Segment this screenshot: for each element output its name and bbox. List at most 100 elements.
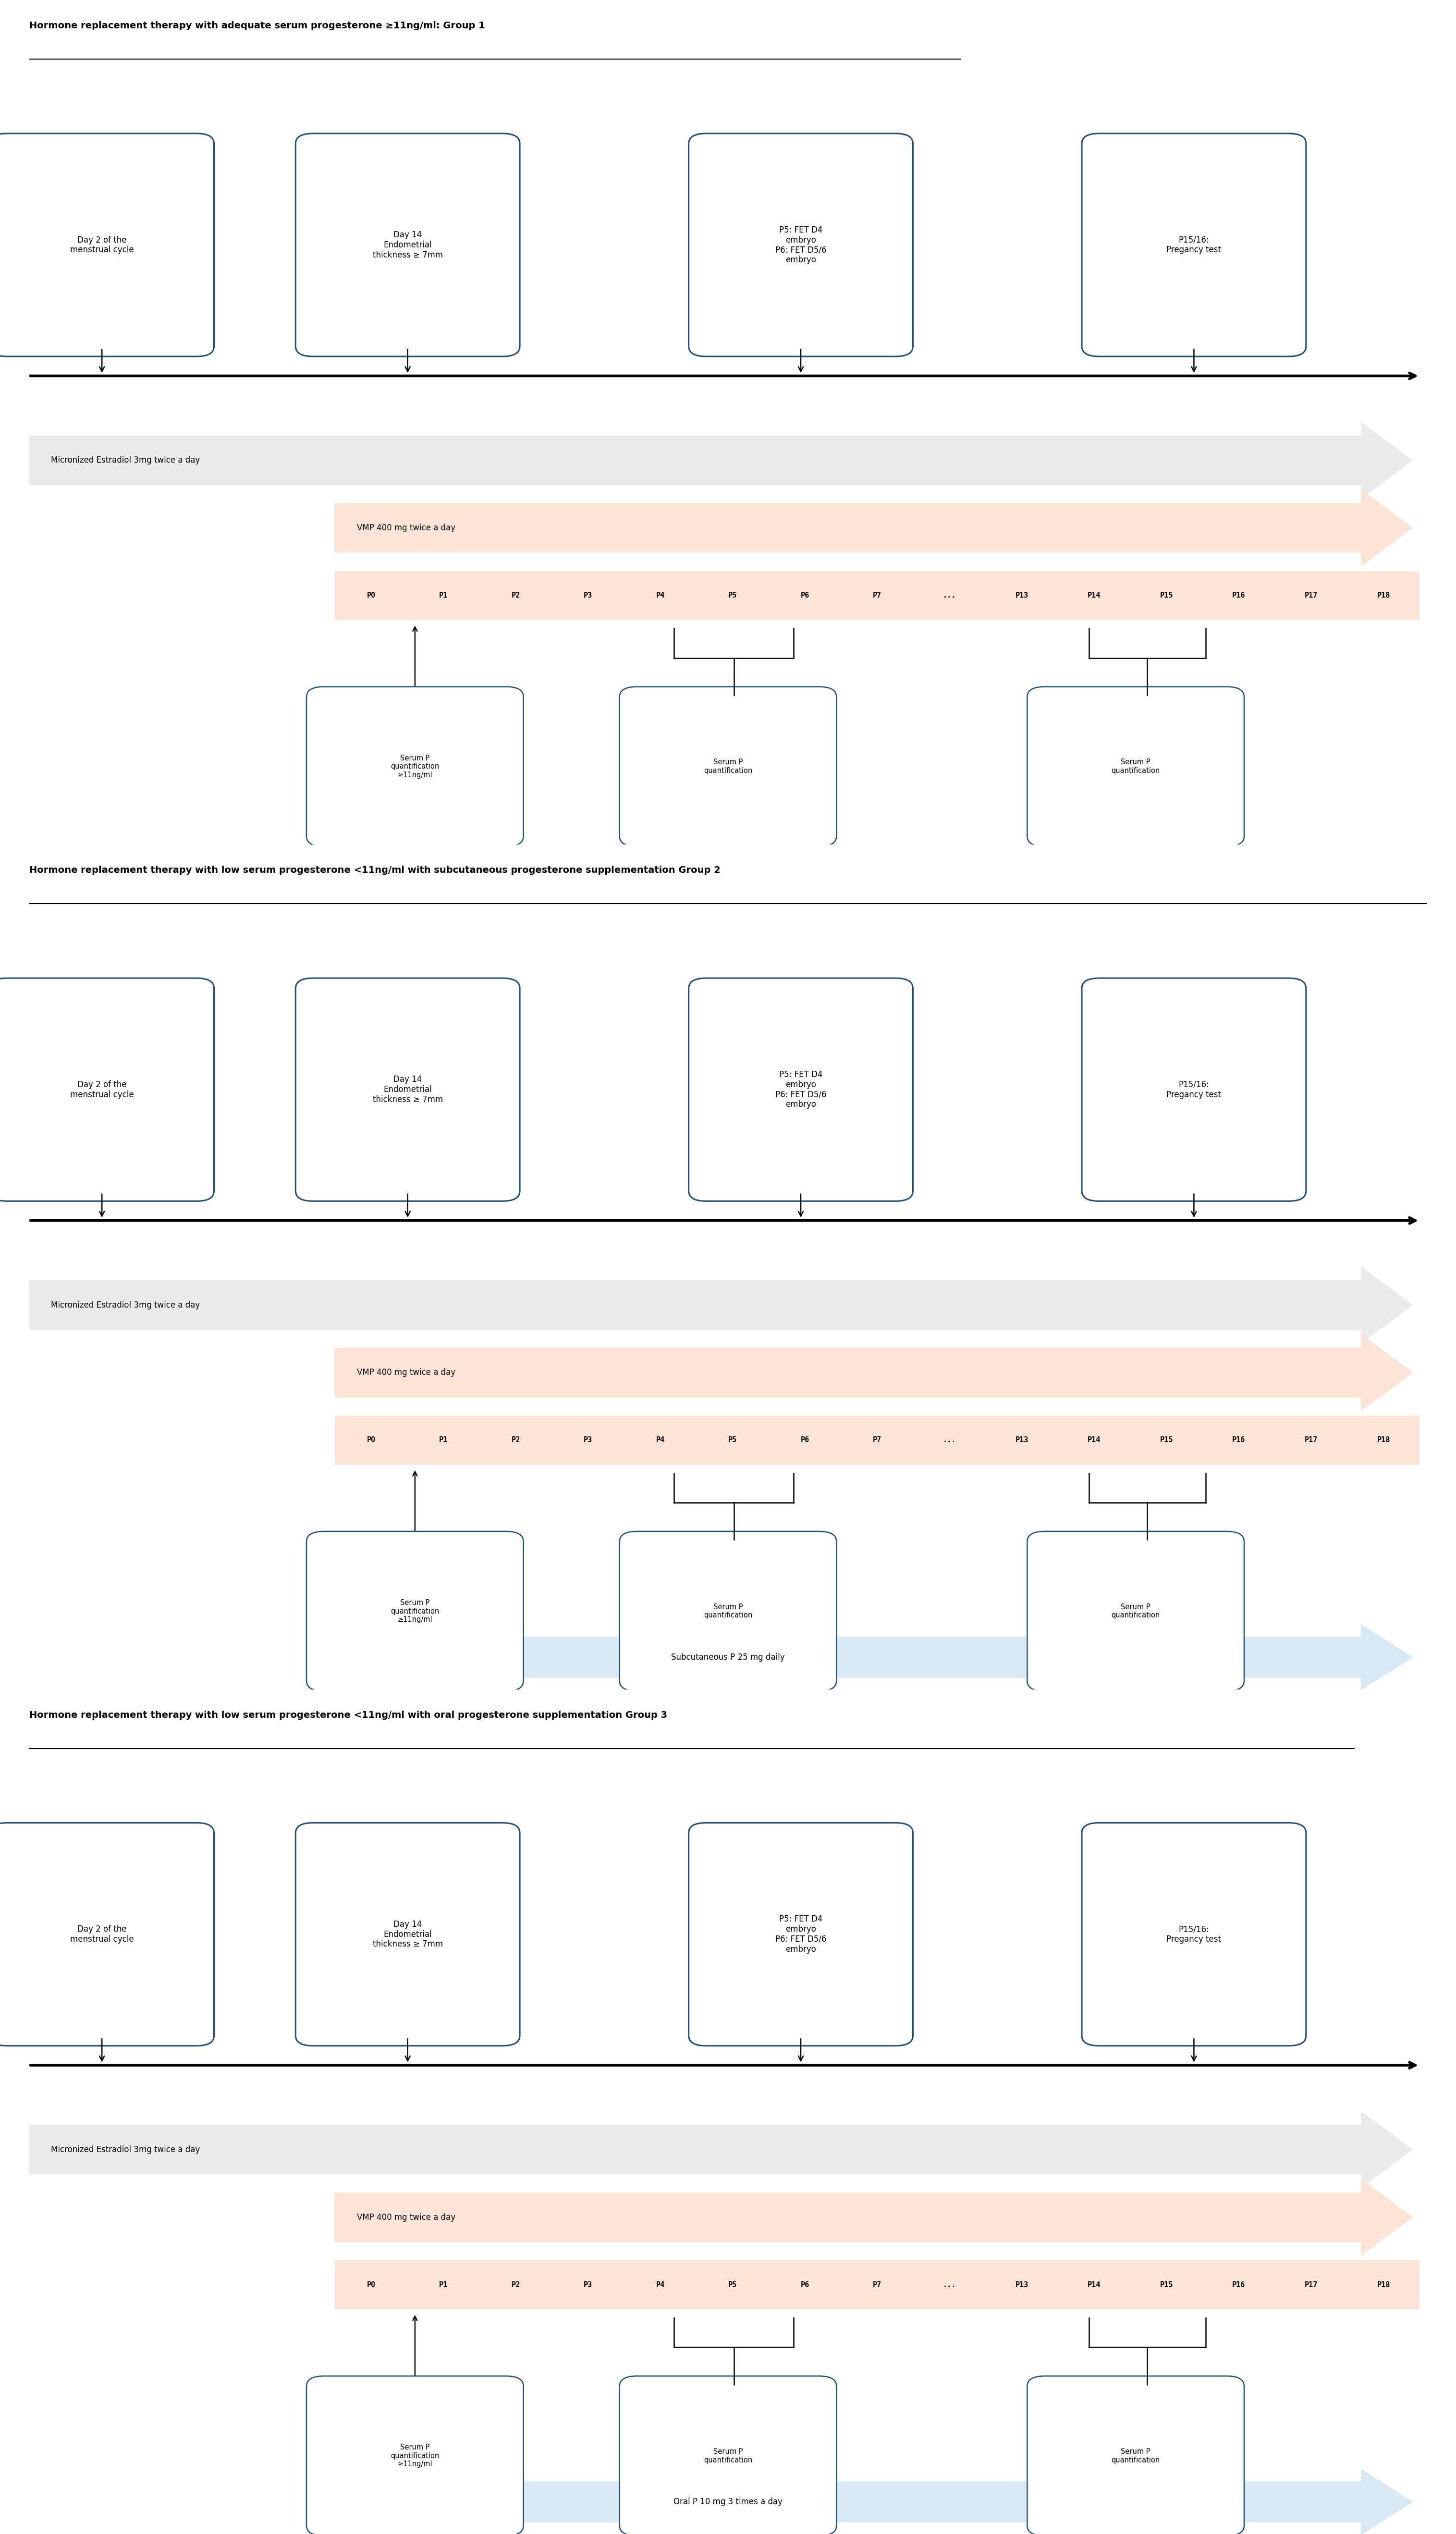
FancyBboxPatch shape [0,134,214,357]
Text: Oral P 10 mg 3 times a day: Oral P 10 mg 3 times a day [674,2499,782,2506]
FancyBboxPatch shape [689,134,913,357]
Text: P15/16:
Pregancy test: P15/16: Pregancy test [1166,1926,1222,1944]
FancyBboxPatch shape [296,1822,520,2045]
Text: P7: P7 [872,2281,882,2288]
Text: Serum P
quantification
≥11ng/ml: Serum P quantification ≥11ng/ml [390,1599,440,1624]
FancyBboxPatch shape [1028,2377,1243,2534]
Text: P14: P14 [1088,2281,1101,2288]
Text: Serum P
quantification: Serum P quantification [703,1604,753,1619]
Text: P13: P13 [1015,2281,1028,2288]
Text: VMP 400 mg twice a day: VMP 400 mg twice a day [357,525,456,532]
Text: P4: P4 [655,593,665,598]
Text: P14: P14 [1088,1437,1101,1444]
FancyBboxPatch shape [1028,1531,1243,1690]
FancyBboxPatch shape [1082,1822,1306,2045]
Text: P18: P18 [1377,593,1390,598]
Text: P16: P16 [1232,1437,1245,1444]
Text: Serum P
quantification: Serum P quantification [703,758,753,775]
Text: P2: P2 [511,1437,520,1444]
Text: P15: P15 [1160,593,1174,598]
FancyArrow shape [335,489,1412,565]
FancyArrow shape [335,2179,1412,2255]
FancyBboxPatch shape [306,687,523,846]
Text: P17: P17 [1305,2281,1318,2288]
Text: ...: ... [943,593,957,598]
Text: P17: P17 [1305,593,1318,598]
FancyArrow shape [335,1335,1412,1411]
Text: P3: P3 [584,593,593,598]
FancyBboxPatch shape [0,978,214,1201]
Text: P4: P4 [655,2281,665,2288]
FancyBboxPatch shape [1082,134,1306,357]
Text: Serum P
quantification
≥11ng/ml: Serum P quantification ≥11ng/ml [390,755,440,778]
Text: P0: P0 [367,2281,376,2288]
Text: P16: P16 [1232,593,1245,598]
FancyBboxPatch shape [296,134,520,357]
Text: P15/16:
Pregancy test: P15/16: Pregancy test [1166,236,1222,253]
Bar [335,2260,1420,2308]
Text: P5: P5 [728,2281,737,2288]
Text: VMP 400 mg twice a day: VMP 400 mg twice a day [357,2212,456,2222]
FancyBboxPatch shape [1028,687,1243,846]
FancyArrow shape [29,1267,1412,1343]
FancyBboxPatch shape [306,2377,523,2534]
Text: P5: FET D4
embryo
P6: FET D5/6
embryo: P5: FET D4 embryo P6: FET D5/6 embryo [775,1916,827,1954]
Text: Hormone replacement therapy with adequate serum progesterone ≥11ng/ml: Group 1: Hormone replacement therapy with adequat… [29,20,485,30]
FancyArrow shape [335,1624,1412,1690]
Text: P5: P5 [728,593,737,598]
FancyBboxPatch shape [620,2377,836,2534]
Text: P5: FET D4
embryo
P6: FET D5/6
embryo: P5: FET D4 embryo P6: FET D5/6 embryo [775,226,827,264]
Text: P1: P1 [438,1437,448,1444]
FancyBboxPatch shape [620,1531,836,1690]
Text: VMP 400 mg twice a day: VMP 400 mg twice a day [357,1368,456,1376]
Text: Serum P
quantification: Serum P quantification [1111,2448,1160,2463]
FancyArrow shape [29,423,1412,499]
Text: P5: FET D4
embryo
P6: FET D5/6
embryo: P5: FET D4 embryo P6: FET D5/6 embryo [775,1069,827,1110]
Text: Hormone replacement therapy with low serum progesterone <11ng/ml with subcutaneo: Hormone replacement therapy with low ser… [29,867,721,874]
Text: Day 2 of the
menstrual cycle: Day 2 of the menstrual cycle [70,236,134,253]
Text: P15/16:
Pregancy test: P15/16: Pregancy test [1166,1079,1222,1100]
Text: Serum P
quantification: Serum P quantification [703,2448,753,2463]
Text: P0: P0 [367,1437,376,1444]
Text: Day 14
Endometrial
thickness ≥ 7mm: Day 14 Endometrial thickness ≥ 7mm [373,1074,443,1105]
Text: P3: P3 [584,2281,593,2288]
Text: P7: P7 [872,593,882,598]
FancyBboxPatch shape [296,978,520,1201]
Text: P0: P0 [367,593,376,598]
Bar [335,1417,1420,1465]
FancyArrow shape [29,2111,1412,2187]
FancyBboxPatch shape [689,1822,913,2045]
Text: Micronized Estradiol 3mg twice a day: Micronized Estradiol 3mg twice a day [51,456,199,464]
Text: P13: P13 [1015,593,1028,598]
Text: P3: P3 [584,1437,593,1444]
Text: Micronized Estradiol 3mg twice a day: Micronized Estradiol 3mg twice a day [51,2146,199,2154]
Text: P13: P13 [1015,1437,1028,1444]
FancyArrow shape [335,2471,1412,2534]
Text: P18: P18 [1377,2281,1390,2288]
Text: P1: P1 [438,2281,448,2288]
Text: P1: P1 [438,593,448,598]
Text: Serum P
quantification: Serum P quantification [1111,1604,1160,1619]
Text: Micronized Estradiol 3mg twice a day: Micronized Estradiol 3mg twice a day [51,1300,199,1310]
FancyBboxPatch shape [620,687,836,846]
Text: Serum P
quantification: Serum P quantification [1111,758,1160,775]
FancyBboxPatch shape [1082,978,1306,1201]
FancyBboxPatch shape [0,1822,214,2045]
Text: Serum P
quantification
≥11ng/ml: Serum P quantification ≥11ng/ml [390,2443,440,2468]
Text: P15: P15 [1160,1437,1174,1444]
Text: P6: P6 [801,2281,810,2288]
Text: Day 2 of the
menstrual cycle: Day 2 of the menstrual cycle [70,1079,134,1100]
FancyBboxPatch shape [306,1531,523,1690]
Text: P6: P6 [801,593,810,598]
Text: Hormone replacement therapy with low serum progesterone <11ng/ml with oral proge: Hormone replacement therapy with low ser… [29,1710,667,1721]
Text: P15: P15 [1160,2281,1174,2288]
Text: ...: ... [943,1437,957,1444]
Text: Day 14
Endometrial
thickness ≥ 7mm: Day 14 Endometrial thickness ≥ 7mm [373,231,443,258]
Text: P7: P7 [872,1437,882,1444]
Text: Day 2 of the
menstrual cycle: Day 2 of the menstrual cycle [70,1926,134,1944]
Text: P2: P2 [511,593,520,598]
Text: P14: P14 [1088,593,1101,598]
Bar [335,570,1420,621]
Text: P16: P16 [1232,2281,1245,2288]
Text: P2: P2 [511,2281,520,2288]
